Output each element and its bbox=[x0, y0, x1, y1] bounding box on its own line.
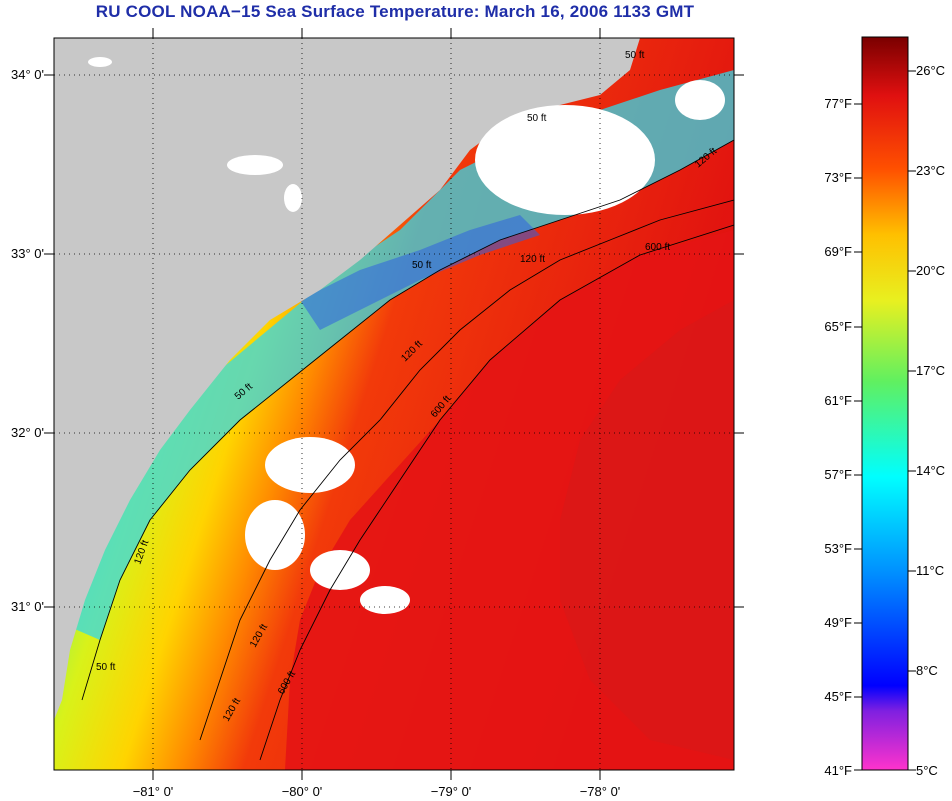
isobath-label: 120 ft bbox=[520, 254, 545, 265]
map-frame bbox=[53, 37, 735, 771]
warm-eddy bbox=[560, 300, 734, 760]
cold-patch bbox=[300, 215, 540, 330]
isobath-label: 50 ft bbox=[96, 662, 116, 673]
colorbar-c-label: 20°C bbox=[916, 263, 946, 278]
graticule bbox=[54, 38, 734, 770]
lon-label: −78° 0' bbox=[579, 784, 621, 799]
isobath-label: 50 ft bbox=[625, 50, 645, 61]
colorbar-ticks bbox=[854, 70, 916, 771]
lat-label: 32° 0' bbox=[11, 425, 44, 440]
colorbar-c-label: 8°C bbox=[916, 663, 938, 678]
lat-label: 34° 0' bbox=[11, 67, 44, 82]
colorbar-c-label: 23°C bbox=[916, 163, 946, 178]
colorbar-f-label: 41°F bbox=[824, 763, 852, 778]
colorbar-f-label: 61°F bbox=[824, 393, 852, 408]
colorbar-f-label: 65°F bbox=[824, 319, 852, 334]
isobath-label: 50 ft bbox=[412, 260, 432, 271]
colorbar-f-label: 73°F bbox=[824, 170, 852, 185]
colorbar-c-label: 17°C bbox=[916, 363, 946, 378]
isobaths bbox=[81, 139, 734, 761]
lat-label: 33° 0' bbox=[11, 246, 44, 261]
colorbar-c-label: 14°C bbox=[916, 463, 946, 478]
map-title: RU COOL NOAA−15 Sea Surface Temperature:… bbox=[95, 2, 695, 21]
colorbar-f-label: 49°F bbox=[824, 615, 852, 630]
colorbar-c-label: 5°C bbox=[916, 763, 938, 778]
colorbar-f-label: 77°F bbox=[824, 96, 852, 111]
isobath-label: 50 ft bbox=[527, 113, 547, 124]
isobath-label: 600 ft bbox=[645, 242, 670, 253]
colorbar-f-label: 53°F bbox=[824, 541, 852, 556]
map-ticks bbox=[44, 28, 744, 780]
lat-label: 31° 0' bbox=[11, 599, 44, 614]
lon-label: −81° 0' bbox=[132, 784, 174, 799]
colorbar-f-label: 57°F bbox=[824, 467, 852, 482]
land-mass bbox=[54, 38, 640, 720]
colorbar bbox=[861, 36, 909, 771]
colorbar-c-label: 26°C bbox=[916, 63, 946, 78]
lon-label: −79° 0' bbox=[430, 784, 472, 799]
colorbar-c-label: 11°C bbox=[916, 563, 945, 578]
lon-label: −80° 0' bbox=[281, 784, 323, 799]
colorbar-f-label: 69°F bbox=[824, 244, 852, 259]
clouds bbox=[88, 57, 725, 614]
colorbar-f-label: 45°F bbox=[824, 689, 852, 704]
